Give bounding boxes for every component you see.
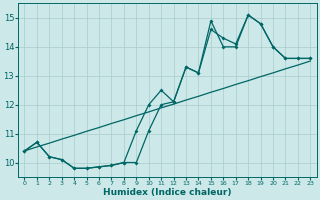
X-axis label: Humidex (Indice chaleur): Humidex (Indice chaleur) bbox=[103, 188, 232, 197]
